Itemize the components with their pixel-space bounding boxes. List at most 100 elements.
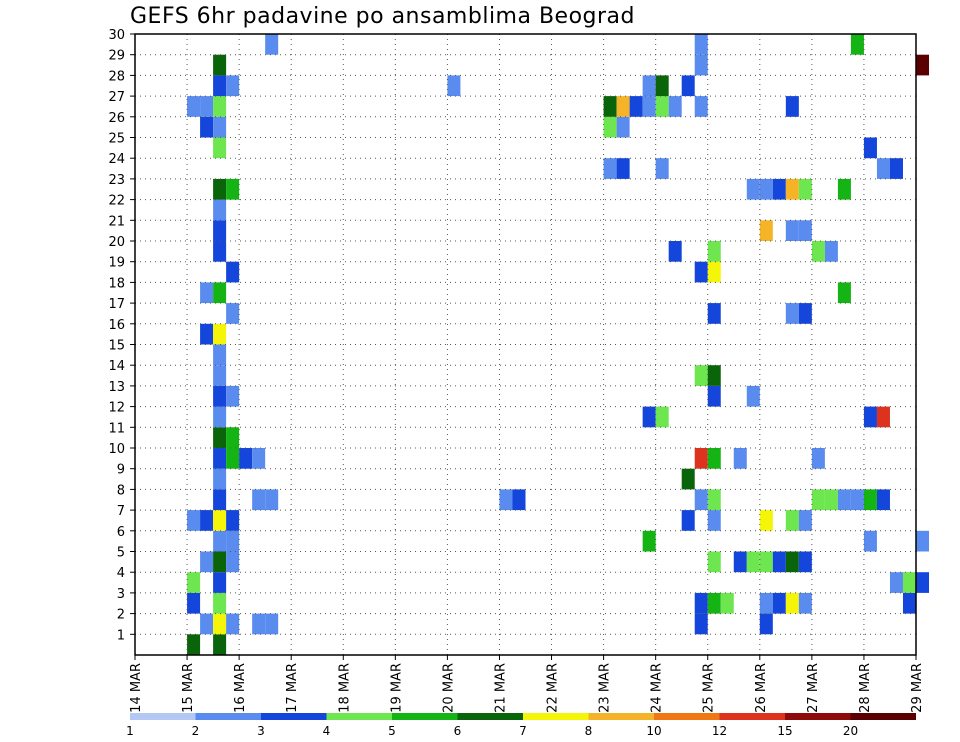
- colorbar-label: 2: [192, 724, 200, 738]
- heatmap-cell: [759, 220, 773, 241]
- heatmap-cell: [668, 96, 682, 117]
- heatmap-cell: [668, 241, 682, 262]
- heatmap-cell: [213, 613, 227, 635]
- heatmap-cell: [707, 448, 721, 469]
- heatmap-cell: [876, 406, 890, 428]
- heatmap-cell: [707, 385, 721, 407]
- x-tick-label: 14 MAR: [129, 663, 144, 713]
- heatmap-cell: [733, 448, 747, 469]
- heatmap-cell: [213, 634, 227, 655]
- heatmap-cell: [187, 572, 201, 593]
- heatmap-cell: [226, 530, 240, 552]
- y-tick-label: 23: [108, 173, 125, 188]
- y-tick-label: 19: [108, 256, 125, 271]
- heatmap-cell: [694, 261, 708, 283]
- heatmap-cell: [252, 613, 266, 635]
- heatmap-cell: [213, 96, 227, 117]
- x-tick-label: 23 MAR: [598, 663, 613, 713]
- y-tick-label: 4: [117, 566, 125, 581]
- colorbar-swatch: [523, 713, 589, 720]
- heatmap-cell: [200, 282, 214, 304]
- y-tick-label: 15: [108, 339, 125, 354]
- heatmap-cell: [213, 220, 227, 241]
- x-tick-label: 20 MAR: [441, 663, 456, 713]
- heatmap-cell: [785, 220, 799, 241]
- heatmap-cell: [213, 344, 227, 366]
- x-tick-label: 15 MAR: [181, 663, 196, 713]
- heatmap-cell: [694, 489, 708, 511]
- heatmap-cell: [213, 592, 227, 614]
- x-tick-label: 19 MAR: [389, 663, 404, 713]
- y-tick-label: 30: [108, 28, 125, 43]
- heatmap-cell: [902, 592, 916, 614]
- heatmap-cell: [850, 34, 864, 55]
- x-tick-label: 18 MAR: [337, 663, 352, 713]
- heatmap-cell: [213, 116, 227, 138]
- heatmap-cell: [239, 448, 253, 469]
- colorbar-label: 3: [257, 724, 265, 738]
- heatmap-cell: [213, 199, 227, 221]
- heatmap-cell: [213, 530, 227, 552]
- heatmap-cell: [187, 592, 201, 614]
- y-tick-label: 3: [117, 587, 125, 602]
- y-tick-label: 13: [108, 380, 125, 395]
- heatmap-cell: [733, 551, 747, 573]
- heatmap-cell: [213, 75, 227, 97]
- heatmap-cell: [252, 448, 266, 469]
- heatmap-cell: [876, 158, 890, 179]
- heatmap-cell: [213, 572, 227, 593]
- heatmap-cell: [746, 551, 760, 573]
- colorbar-swatch: [195, 713, 261, 720]
- heatmap-cell: [759, 551, 773, 573]
- heatmap-cell: [187, 634, 201, 655]
- heatmap-cell: [213, 427, 227, 448]
- heatmap-cell: [916, 572, 930, 593]
- heatmap-cell: [226, 75, 240, 97]
- y-tick-label: 20: [108, 235, 125, 250]
- x-tick-label: 16 MAR: [233, 663, 248, 713]
- heatmap-cell: [694, 96, 708, 117]
- heatmap-cell: [213, 448, 227, 469]
- heatmap-cell: [785, 303, 799, 324]
- heatmap-cell: [200, 96, 214, 117]
- colorbar-label: 6: [454, 724, 462, 738]
- x-tick-label: 24 MAR: [650, 663, 665, 713]
- heatmap-cell: [785, 510, 799, 531]
- heatmap-cell: [759, 510, 773, 531]
- heatmap-cell: [226, 261, 240, 283]
- heatmap-cell: [759, 613, 773, 635]
- y-tick-label: 2: [117, 608, 125, 623]
- colorbar-swatch: [261, 713, 327, 720]
- heatmap-cell: [213, 510, 227, 531]
- y-tick-label: 26: [108, 111, 125, 126]
- heatmap-cell: [226, 551, 240, 573]
- heatmap-cell: [746, 178, 760, 200]
- heatmap-cell: [785, 551, 799, 573]
- heatmap-cell: [850, 489, 864, 511]
- colorbar-swatch: [392, 713, 458, 720]
- heatmap-cell: [863, 489, 877, 511]
- heatmap-cell: [512, 489, 526, 511]
- heatmap-cell: [694, 448, 708, 469]
- y-tick-label: 28: [108, 69, 125, 84]
- heatmap-cell: [642, 96, 656, 117]
- heatmap-cell: [642, 75, 656, 97]
- heatmap-cell: [655, 75, 669, 97]
- heatmap-cell: [759, 592, 773, 614]
- heatmap-cell: [655, 96, 669, 117]
- heatmap-cell: [759, 178, 773, 200]
- heatmap-cell: [642, 406, 656, 428]
- colorbar-label: 20: [843, 724, 858, 738]
- heatmap-cell: [226, 178, 240, 200]
- colorbar-swatch: [130, 713, 196, 720]
- heatmap-cell: [499, 489, 513, 511]
- heatmap-cell: [616, 158, 630, 179]
- heatmap-cell: [642, 530, 656, 552]
- heatmap-cell: [200, 613, 214, 635]
- heatmap-cell: [226, 448, 240, 469]
- heatmap-cell: [824, 241, 838, 262]
- colorbar-swatch: [457, 713, 523, 720]
- heatmap-cell: [798, 510, 812, 531]
- heatmap-cell: [863, 406, 877, 428]
